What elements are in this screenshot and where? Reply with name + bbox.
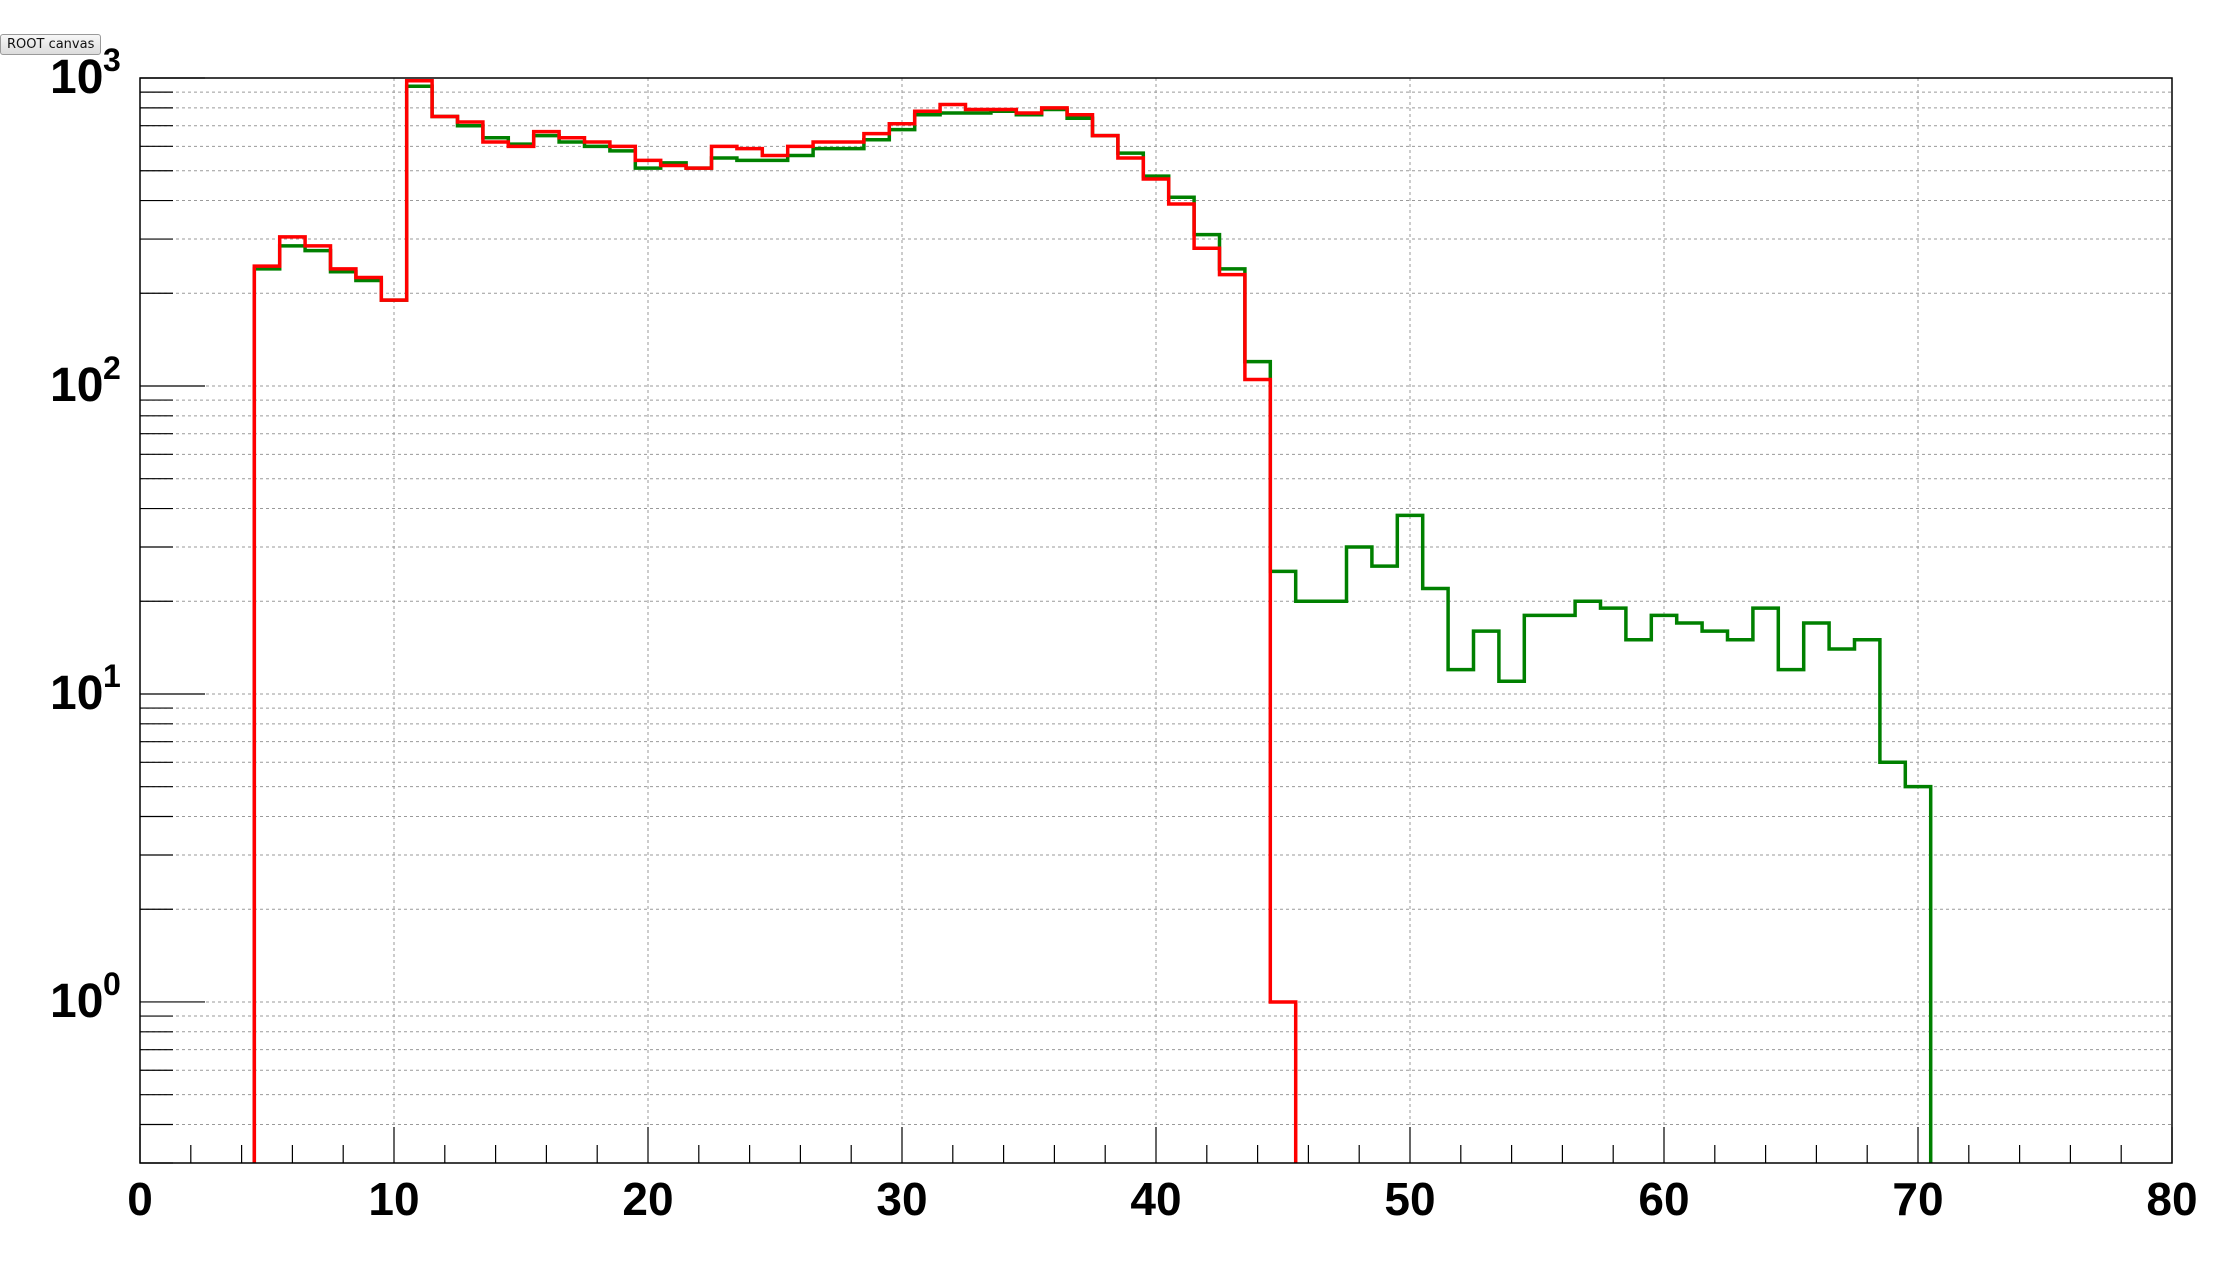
y-tick-exponent: 3 — [103, 42, 121, 78]
y-tick-label: 10 — [50, 51, 103, 104]
y-tick-label: 10 — [50, 667, 103, 720]
y-tick-label: 10 — [50, 359, 103, 412]
series-layer — [252, 78, 1933, 1163]
x-tick-label: 70 — [1892, 1173, 1943, 1225]
y-tick-label: 10 — [50, 975, 103, 1028]
x-tick-label: 60 — [1638, 1173, 1689, 1225]
y-tick-exponent: 2 — [103, 350, 121, 386]
x-tick-label: 80 — [2146, 1173, 2197, 1225]
y-tick-exponent: 1 — [103, 658, 121, 694]
x-tick-label: 40 — [1130, 1173, 1181, 1225]
histogram-series-2 — [252, 78, 1298, 1163]
x-tick-label: 20 — [622, 1173, 673, 1225]
histogram-series-1 — [252, 84, 1933, 1163]
x-tick-label: 0 — [127, 1173, 153, 1225]
x-tick-label: 50 — [1384, 1173, 1435, 1225]
x-tick-label: 30 — [876, 1173, 927, 1225]
y-tick-exponent: 0 — [103, 966, 121, 1002]
x-tick-label: 10 — [368, 1173, 419, 1225]
root-canvas-tab[interactable]: ROOT canvas — [0, 34, 102, 55]
grid-layer — [139, 77, 2173, 1164]
